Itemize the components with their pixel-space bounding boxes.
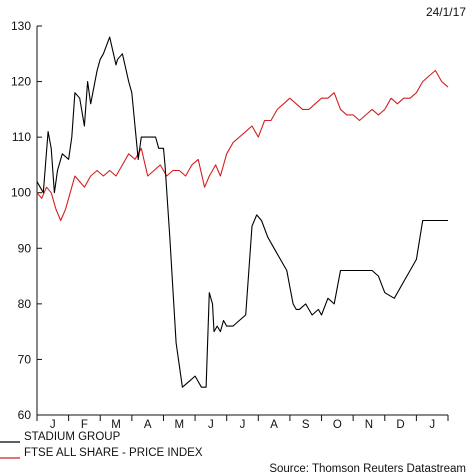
y-tick-label: 130 — [11, 19, 31, 33]
x-tick-label: J — [208, 419, 214, 431]
x-tick-label: M — [174, 419, 184, 431]
chart-source: Source: Thomson Reuters Datastream — [269, 463, 466, 475]
x-tick-label: N — [365, 419, 373, 431]
y-tick-label: 80 — [18, 297, 32, 311]
y-tick-label: 90 — [18, 241, 32, 255]
y-axis: 60 70 80 90 100 110 120 130 — [11, 19, 42, 422]
legend-label-ftse: FTSE ALL SHARE - PRICE INDEX — [24, 447, 203, 459]
y-tick-label: 120 — [11, 75, 31, 89]
x-tick-label: J — [50, 419, 56, 431]
y-tick-label: 60 — [18, 408, 32, 422]
x-tick-label: J — [240, 419, 246, 431]
series-line-ftse-all-share — [36, 69, 449, 222]
x-tick-label: S — [302, 419, 310, 431]
y-tick-label: 100 — [11, 186, 31, 200]
chart-date: 24/1/17 — [426, 5, 466, 19]
x-tick-label: A — [270, 419, 278, 431]
x-tick-label: J — [429, 419, 435, 431]
legend-label-stadium: STADIUM GROUP — [24, 431, 121, 443]
series-line-stadium-group — [36, 36, 448, 388]
x-tick-label: F — [81, 419, 88, 431]
x-tick-label: A — [144, 419, 152, 431]
legend: STADIUM GROUP FTSE ALL SHARE - PRICE IND… — [0, 431, 203, 459]
series-lines — [36, 36, 449, 388]
x-tick-label: D — [396, 419, 404, 431]
x-tick-label: M — [111, 419, 121, 431]
y-tick-label: 70 — [18, 352, 32, 366]
y-tick-label: 110 — [12, 130, 31, 144]
x-tick-label: O — [333, 419, 342, 431]
